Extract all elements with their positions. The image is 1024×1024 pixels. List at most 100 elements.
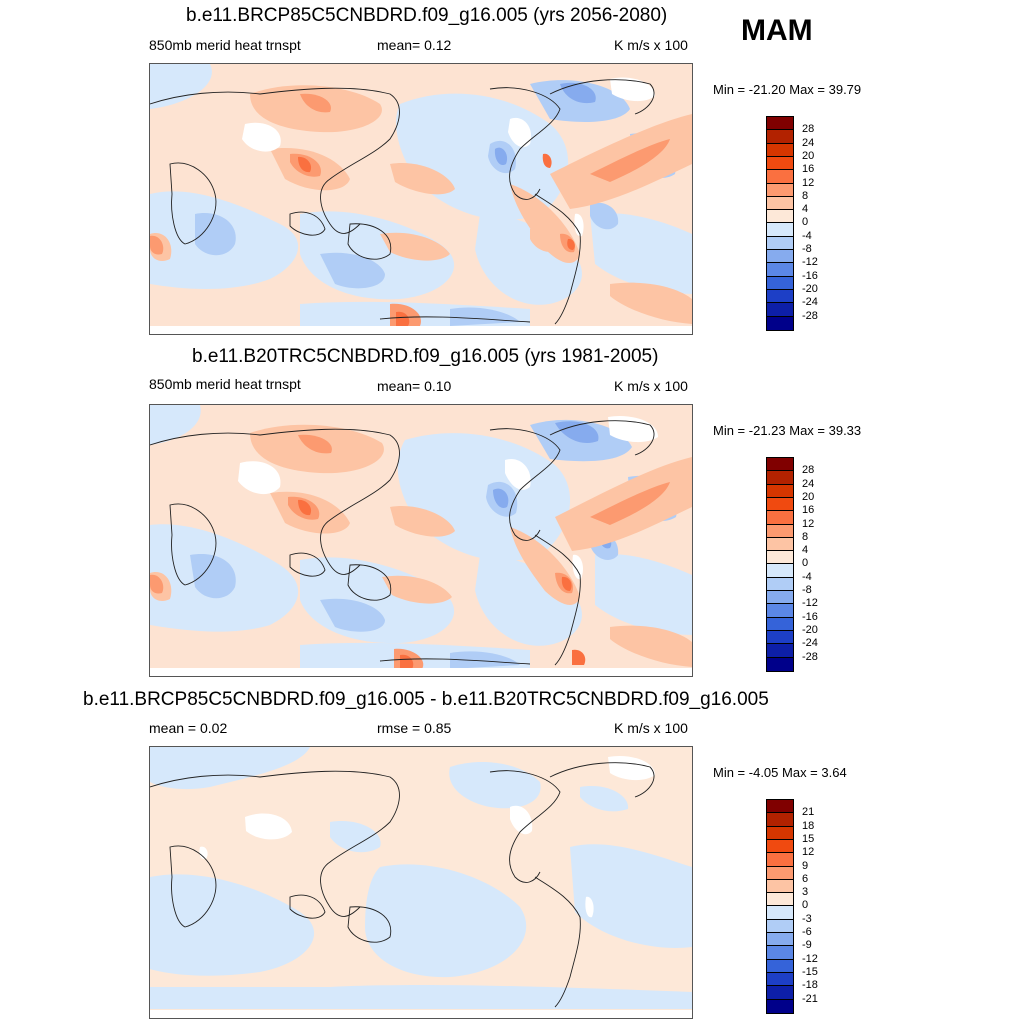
- colorbar-swatch: [766, 483, 794, 498]
- colorbar-swatch: [766, 656, 794, 672]
- colorbar-swatch: [766, 563, 794, 578]
- colorbar-tick-label: -4: [802, 570, 812, 583]
- panel-1-minmax: Min = -21.20 Max = 39.79: [713, 82, 862, 97]
- panel-2-map-svg: [150, 405, 692, 676]
- colorbar-swatch: [766, 315, 794, 331]
- season-label: MAM: [741, 14, 813, 47]
- colorbar-swatch: [766, 838, 794, 854]
- colorbar-tick-label: 12: [802, 846, 815, 859]
- colorbar-tick-label: 6: [802, 872, 809, 885]
- colorbar-tick-label: 8: [802, 530, 809, 543]
- colorbar-swatch: [766, 825, 794, 840]
- panel-3-map-svg: [150, 747, 692, 1018]
- colorbar-tick-label: 20: [802, 490, 815, 503]
- panel-2-units-label: K m/s x 100: [614, 378, 688, 394]
- panel-1-title: b.e11.BRCP85C5CNBDRD.f09_g16.005 (yrs 20…: [186, 5, 668, 26]
- colorbar-tick-label: 8: [802, 189, 809, 202]
- colorbar-tick-label: 24: [802, 477, 815, 490]
- colorbar-swatch: [766, 550, 794, 565]
- panel-3-minmax: Min = -4.05 Max = 3.64: [713, 765, 847, 780]
- colorbar-tick-label: 12: [802, 176, 815, 189]
- panel-2-mean-label: mean= 0.10: [377, 378, 452, 394]
- colorbar-swatch: [766, 222, 794, 237]
- colorbar-swatch: [766, 878, 794, 894]
- colorbar-swatch: [766, 799, 794, 814]
- colorbar-tick-label: -6: [802, 926, 812, 938]
- colorbar-swatch: [766, 262, 794, 277]
- colorbar-swatch: [766, 536, 794, 552]
- colorbar-tick-label: -28: [802, 650, 818, 663]
- panel-3-map: [149, 746, 693, 1019]
- colorbar-tick-label: 9: [802, 859, 809, 872]
- colorbar-swatch: [766, 958, 794, 973]
- colorbar-swatch: [766, 590, 794, 605]
- panel-1-map-svg: [150, 64, 692, 334]
- panel-3-units-label: K m/s x 100: [614, 720, 688, 736]
- panel-3-title: b.e11.BRCP85C5CNBDRD.f09_g16.005 - b.e11…: [83, 689, 769, 710]
- colorbar-swatch: [766, 918, 794, 933]
- colorbar-tick-label: -4: [802, 229, 812, 242]
- colorbar-swatch: [766, 523, 794, 538]
- colorbar-swatch: [766, 945, 794, 960]
- colorbar-swatch: [766, 905, 794, 920]
- colorbar-swatch: [766, 457, 794, 472]
- colorbar-swatch: [766, 576, 794, 591]
- panel-1-mean-label: mean= 0.12: [377, 37, 452, 53]
- colorbar-tick-label: 0: [802, 899, 809, 912]
- colorbar-swatch: [766, 971, 794, 987]
- panel-2-title: b.e11.B20TRC5CNBDRD.f09_g16.005 (yrs 198…: [192, 346, 659, 367]
- colorbar-swatch: [766, 892, 794, 907]
- colorbar-tick-label: 28: [802, 123, 815, 136]
- colorbar-tick-label: 12: [802, 517, 815, 530]
- colorbar-swatch: [766, 275, 794, 290]
- colorbar-swatch: [766, 496, 794, 512]
- colorbar-swatch: [766, 603, 794, 618]
- panel-2-map: [149, 404, 693, 677]
- panel-2-colorbar: 28 24 20 16 12 8 4 0 -4 -8 -12 -16 -20 -24 -28: [766, 457, 818, 672]
- colorbar-tick-label: 3: [802, 886, 809, 899]
- colorbar-tick-label: -3: [802, 912, 812, 925]
- colorbar-tick-label: -21: [802, 992, 818, 1005]
- colorbar-swatch: [766, 470, 794, 485]
- panel-1-units-label: K m/s x 100: [614, 37, 688, 53]
- colorbar-tick-label: -16: [802, 269, 818, 282]
- colorbar-tick-label: 4: [802, 203, 809, 216]
- colorbar-tick-label: 16: [802, 504, 815, 517]
- colorbar-swatch: [766, 169, 794, 184]
- colorbar-tick-label: 24: [802, 136, 815, 149]
- colorbar-tick-label: 15: [802, 832, 815, 845]
- colorbar-tick-label: 21: [802, 806, 815, 819]
- colorbar-swatch: [766, 932, 794, 947]
- panel-3-rmse-label: rmse = 0.85: [377, 720, 452, 736]
- colorbar-tick-label: 28: [802, 464, 815, 477]
- panel-1-variable-label: 850mb merid heat trnspt: [149, 37, 301, 53]
- colorbar-tick-label: -15: [802, 965, 818, 978]
- colorbar-swatch: [766, 182, 794, 197]
- colorbar-swatch: [766, 129, 794, 144]
- colorbar-tick-label: -20: [802, 282, 818, 295]
- colorbar-swatch: [766, 812, 794, 827]
- panel-3-colorbar: 21 18 15 12 9 6 3 0 -3 -6 -9 -12 -15 -18 -21: [766, 799, 818, 1014]
- colorbar-tick-label: 18: [802, 819, 815, 832]
- colorbar-swatch: [766, 629, 794, 645]
- colorbar-swatch: [766, 142, 794, 157]
- colorbar-tick-label: -24: [802, 637, 818, 650]
- colorbar-tick-label: -12: [802, 256, 818, 269]
- colorbar-tick-label: 20: [802, 149, 815, 162]
- panel-2-minmax: Min = -21.23 Max = 39.33: [713, 423, 862, 438]
- colorbar-swatch: [766, 288, 794, 304]
- colorbar-swatch: [766, 249, 794, 264]
- colorbar-tick-label: -8: [802, 243, 812, 255]
- colorbar-tick-label: -18: [802, 979, 818, 992]
- colorbar-tick-label: -20: [802, 623, 818, 636]
- colorbar-tick-label: 0: [802, 216, 809, 229]
- colorbar-swatch: [766, 852, 794, 867]
- colorbar-swatch: [766, 643, 794, 658]
- colorbar-swatch: [766, 865, 794, 880]
- colorbar-swatch: [766, 616, 794, 631]
- colorbar-tick-label: 4: [802, 544, 809, 557]
- colorbar-tick-label: -16: [802, 610, 818, 623]
- colorbar-swatch: [766, 209, 794, 224]
- colorbar-tick-label: -24: [802, 296, 818, 309]
- colorbar-swatch: [766, 998, 794, 1014]
